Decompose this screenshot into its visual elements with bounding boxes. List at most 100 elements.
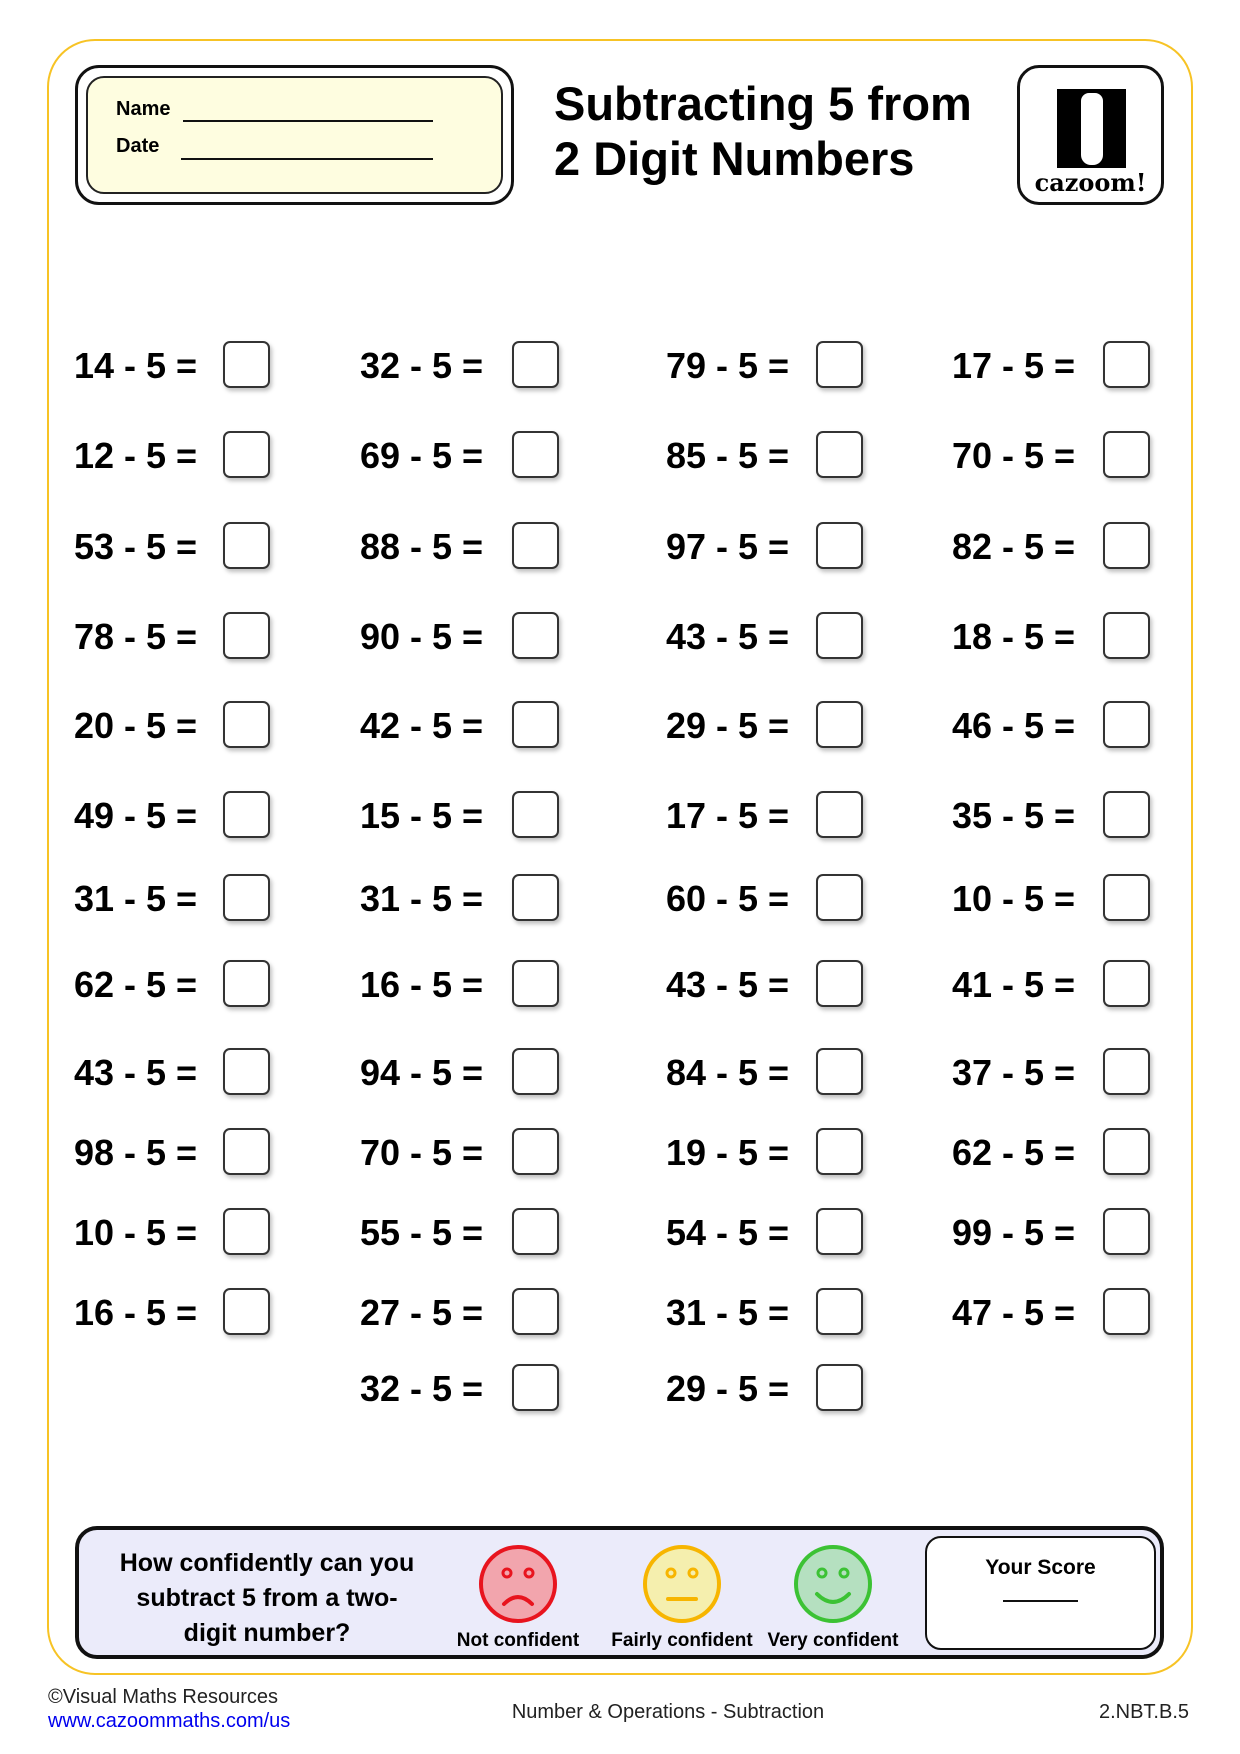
answer-box[interactable] <box>816 522 863 569</box>
problem-text: 17 - 5 = <box>666 795 790 836</box>
website-link[interactable]: www.cazoommaths.com/us <box>48 1710 291 1732</box>
topic-label: Number & Operations - Subtraction <box>511 1701 825 1723</box>
name-date-box: Name Date <box>75 65 514 205</box>
answer-box[interactable] <box>1103 522 1150 569</box>
problem-text: 16 - 5 = <box>360 964 484 1005</box>
date-field[interactable] <box>181 158 433 160</box>
copyright: ©Visual Maths Resources <box>48 1686 279 1708</box>
neutral-face-icon[interactable] <box>642 1544 722 1624</box>
answer-box[interactable] <box>512 874 559 921</box>
answer-box[interactable] <box>223 1208 270 1255</box>
answer-box[interactable] <box>512 1364 559 1411</box>
answer-box[interactable] <box>223 874 270 921</box>
page-border <box>47 39 1193 1675</box>
problem-text: 88 - 5 = <box>360 526 484 567</box>
answer-box[interactable] <box>816 1364 863 1411</box>
answer-box[interactable] <box>512 1288 559 1335</box>
answer-box[interactable] <box>512 431 559 478</box>
answer-box[interactable] <box>1103 874 1150 921</box>
answer-box[interactable] <box>816 612 863 659</box>
answer-box[interactable] <box>1103 1208 1150 1255</box>
problem-text: 43 - 5 = <box>666 616 790 657</box>
problem-text: 18 - 5 = <box>952 616 1076 657</box>
answer-box[interactable] <box>512 1128 559 1175</box>
answer-box[interactable] <box>223 522 270 569</box>
answer-box[interactable] <box>1103 341 1150 388</box>
problem-text: 31 - 5 = <box>360 878 484 919</box>
happy-face-icon[interactable] <box>793 1544 873 1624</box>
confidence-panel: How confidently can you subtract 5 from … <box>75 1526 1164 1659</box>
problem-text: 98 - 5 = <box>74 1132 198 1173</box>
name-label: Name <box>116 98 171 120</box>
problem-text: 79 - 5 = <box>666 345 790 386</box>
problem-text: 47 - 5 = <box>952 1292 1076 1333</box>
problem-text: 53 - 5 = <box>74 526 198 567</box>
answer-box[interactable] <box>223 701 270 748</box>
name-field[interactable] <box>183 120 433 122</box>
answer-box[interactable] <box>1103 1288 1150 1335</box>
answer-box[interactable] <box>223 791 270 838</box>
answer-box[interactable] <box>1103 612 1150 659</box>
problem-text: 10 - 5 = <box>74 1212 198 1253</box>
problem-text: 31 - 5 = <box>74 878 198 919</box>
problem-text: 90 - 5 = <box>360 616 484 657</box>
problem-text: 70 - 5 = <box>360 1132 484 1173</box>
answer-box[interactable] <box>816 791 863 838</box>
answer-box[interactable] <box>816 1288 863 1335</box>
date-label: Date <box>116 135 160 157</box>
problem-text: 15 - 5 = <box>360 795 484 836</box>
answer-box[interactable] <box>223 612 270 659</box>
answer-box[interactable] <box>816 1048 863 1095</box>
score-box: Your Score <box>925 1536 1156 1650</box>
answer-box[interactable] <box>223 1128 270 1175</box>
problem-text: 37 - 5 = <box>952 1052 1076 1093</box>
sad-face-icon[interactable] <box>478 1544 558 1624</box>
answer-box[interactable] <box>512 1048 559 1095</box>
problem-text: 32 - 5 = <box>360 345 484 386</box>
answer-box[interactable] <box>816 431 863 478</box>
problem-text: 60 - 5 = <box>666 878 790 919</box>
answer-box[interactable] <box>512 522 559 569</box>
page-title: Subtracting 5 from 2 Digit Numbers <box>554 76 972 186</box>
answer-box[interactable] <box>223 1048 270 1095</box>
problem-text: 85 - 5 = <box>666 435 790 476</box>
problem-text: 46 - 5 = <box>952 705 1076 746</box>
answer-box[interactable] <box>1103 960 1150 1007</box>
problem-text: 99 - 5 = <box>952 1212 1076 1253</box>
answer-box[interactable] <box>223 341 270 388</box>
answer-box[interactable] <box>512 701 559 748</box>
answer-box[interactable] <box>512 960 559 1007</box>
answer-box[interactable] <box>1103 1048 1150 1095</box>
problem-text: 54 - 5 = <box>666 1212 790 1253</box>
answer-box[interactable] <box>816 701 863 748</box>
answer-box[interactable] <box>223 1288 270 1335</box>
problem-text: 12 - 5 = <box>74 435 198 476</box>
answer-box[interactable] <box>512 1208 559 1255</box>
problem-text: 94 - 5 = <box>360 1052 484 1093</box>
answer-box[interactable] <box>816 1128 863 1175</box>
problem-text: 97 - 5 = <box>666 526 790 567</box>
answer-box[interactable] <box>512 612 559 659</box>
problem-text: 27 - 5 = <box>360 1292 484 1333</box>
answer-box[interactable] <box>512 791 559 838</box>
answer-box[interactable] <box>816 1208 863 1255</box>
answer-box[interactable] <box>223 431 270 478</box>
drum-icon <box>1057 89 1126 168</box>
problem-text: 78 - 5 = <box>74 616 198 657</box>
answer-box[interactable] <box>223 960 270 1007</box>
problem-text: 49 - 5 = <box>74 795 198 836</box>
answer-box[interactable] <box>816 874 863 921</box>
problem-text: 31 - 5 = <box>666 1292 790 1333</box>
problem-text: 70 - 5 = <box>952 435 1076 476</box>
answer-box[interactable] <box>816 341 863 388</box>
problem-text: 55 - 5 = <box>360 1212 484 1253</box>
score-field[interactable] <box>1003 1600 1078 1602</box>
answer-box[interactable] <box>816 960 863 1007</box>
answer-box[interactable] <box>512 341 559 388</box>
title-line-1: Subtracting 5 from <box>554 77 972 130</box>
answer-box[interactable] <box>1103 701 1150 748</box>
answer-box[interactable] <box>1103 1128 1150 1175</box>
answer-box[interactable] <box>1103 791 1150 838</box>
answer-box[interactable] <box>1103 431 1150 478</box>
confidence-option-label: Not confident <box>456 1630 580 1651</box>
